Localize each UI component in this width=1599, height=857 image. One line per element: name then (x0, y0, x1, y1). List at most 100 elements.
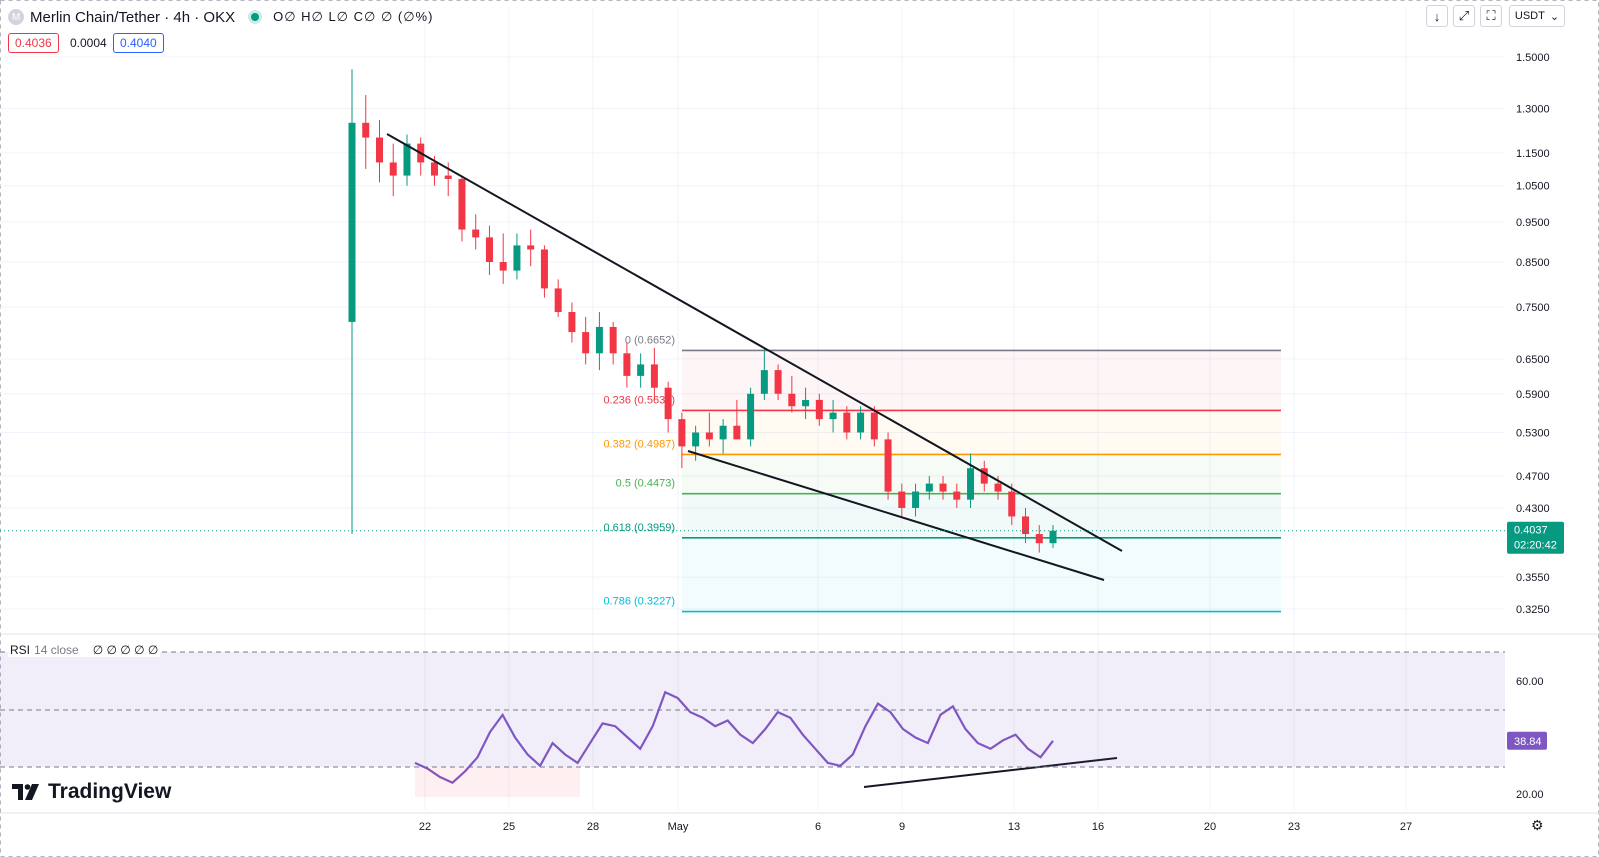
fib-level-label: 0.5 (0.4473) (616, 478, 675, 490)
time-axis-label: 6 (815, 821, 821, 833)
rsi-axis-label: 20.00 (1516, 789, 1544, 801)
candle-body (1022, 516, 1030, 535)
candles (348, 69, 1057, 553)
symbol-title[interactable]: Merlin Chain/Tether · 4h · OKX (30, 8, 236, 26)
last-price-value: 0.4037 (1514, 525, 1548, 537)
buy-price-button[interactable]: 0.4040 (113, 33, 164, 53)
time-axis-label: 28 (587, 821, 599, 833)
chevron-down-icon: ⌄ (1549, 10, 1560, 23)
candle (857, 406, 865, 440)
candle-body (609, 326, 617, 354)
candle (692, 425, 700, 461)
candle (802, 387, 810, 420)
currency-select[interactable]: USDT ⌄ (1509, 5, 1565, 27)
candle (362, 95, 370, 169)
candle-body (375, 137, 383, 163)
expand-icon: ⤢ (1458, 8, 1470, 23)
candle (595, 312, 603, 371)
candle (540, 245, 548, 298)
brand-name: TradingView (48, 780, 172, 803)
chart-header: M Merlin Chain/Tether · 4h · OKX O∅ H∅ L… (8, 6, 433, 28)
candle (568, 302, 576, 343)
candle (513, 233, 521, 280)
tradingview-logo[interactable]: TradingView (12, 780, 171, 804)
candle-body (829, 412, 837, 420)
currency-value: USDT (1514, 10, 1545, 22)
rsi-params: 14 close (34, 643, 79, 657)
price-axis-label: 0.5300 (1516, 427, 1550, 439)
rsi-line (414, 690, 1054, 785)
symbol-icon[interactable]: M (8, 9, 24, 25)
candle (582, 316, 590, 365)
candle-body (568, 312, 576, 333)
candle (527, 229, 535, 267)
scroll-down-button[interactable]: ↓ (1426, 5, 1448, 27)
candle (389, 143, 397, 197)
candle-body (403, 143, 411, 176)
time-axis-label: 25 (503, 821, 515, 833)
candle-body (1008, 491, 1016, 517)
candle-body (802, 399, 810, 407)
price-axis-label: 1.0500 (1516, 181, 1550, 193)
candle-body (967, 468, 975, 500)
fib-level-label: 0.382 (0.4987) (603, 438, 675, 450)
arrow-down-icon: ↓ (1433, 8, 1441, 24)
candle (609, 321, 617, 365)
time-axis-label: 16 (1092, 821, 1104, 833)
price-axis-label: 0.5900 (1516, 389, 1550, 401)
candle-body (389, 162, 397, 176)
candle (664, 381, 672, 433)
candle (843, 406, 851, 440)
candle-body (705, 432, 713, 440)
time-axis-label: 23 (1288, 821, 1300, 833)
fib-zone (682, 537, 1281, 612)
fib-level-label: 0.786 (0.3227) (603, 596, 675, 608)
rsi-values: ∅ ∅ ∅ ∅ ∅ (92, 643, 159, 657)
candle (499, 233, 507, 284)
rsi-indicator (0, 651, 1505, 797)
bar-countdown: 02:20:42 (1514, 540, 1557, 552)
axes: 1.5000 1.3000 1.1500 1.0500 0.9500 0.8500 0.75… (0, 52, 1564, 833)
candle (747, 387, 755, 447)
time-axis-label: 22 (419, 821, 431, 833)
lower-trendline (687, 450, 1105, 581)
candle-body (513, 245, 521, 271)
candle-body (348, 122, 356, 322)
settings-gear-icon[interactable]: ⚙ (1531, 817, 1544, 833)
rsi-legend[interactable]: RSI 14 close ∅ ∅ ∅ ∅ ∅ (8, 643, 161, 657)
fib-zone (682, 350, 1281, 411)
ohlc-values: O∅ H∅ L∅ C∅ ∅ (∅%) (273, 9, 434, 24)
candle (774, 364, 782, 400)
candle-body (678, 419, 686, 447)
candle-body (692, 432, 700, 447)
candle (623, 342, 631, 388)
candle-body (637, 364, 645, 376)
screenshot-button[interactable]: ⛶ (1480, 5, 1502, 27)
candle-body (747, 393, 755, 440)
fullscreen-button[interactable]: ⤢ (1453, 5, 1475, 27)
time-axis-label: 9 (899, 821, 905, 833)
fib-level-label: 0 (0.6652) (625, 334, 675, 346)
spread-value: 0.0004 (70, 36, 107, 50)
camera-icon: ⛶ (1486, 8, 1496, 23)
candle (554, 279, 562, 317)
candle (939, 475, 947, 500)
upper-trendline (386, 133, 1123, 552)
candle-body (664, 387, 672, 420)
candle (788, 375, 796, 413)
sell-price-button[interactable]: 0.4036 (8, 33, 59, 53)
fib-zone (682, 410, 1281, 455)
price-axis-label: 0.9500 (1516, 217, 1550, 229)
market-status-dot (251, 13, 260, 21)
rsi-last-tag (1507, 731, 1547, 750)
candle (417, 137, 425, 176)
candle-body (554, 288, 562, 313)
candle-body (444, 175, 452, 179)
candle (925, 475, 933, 500)
candle-body (760, 370, 768, 394)
candle-body (1049, 530, 1057, 544)
candle-body (843, 412, 851, 433)
candle (637, 353, 645, 388)
candle (472, 214, 480, 250)
